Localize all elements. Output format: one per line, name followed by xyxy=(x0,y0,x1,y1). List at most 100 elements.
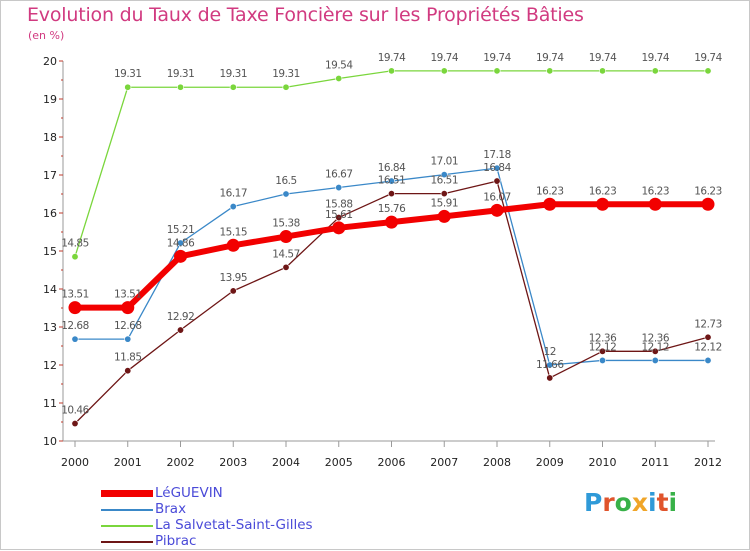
data-point xyxy=(124,367,132,375)
logo-letter: i xyxy=(668,488,678,517)
data-point xyxy=(121,301,135,315)
data-point xyxy=(490,203,504,217)
x-tick-label: 2010 xyxy=(589,456,617,469)
data-point xyxy=(543,197,557,211)
x-tick-label: 2009 xyxy=(536,456,564,469)
series-layer xyxy=(68,67,715,428)
data-point xyxy=(493,164,501,172)
data-label: 19.74 xyxy=(641,52,669,64)
data-label: 15.15 xyxy=(219,226,247,238)
data-label: 12.36 xyxy=(641,332,669,344)
legend-label: LéGUEVIN xyxy=(155,485,223,501)
logo-letter: P xyxy=(584,488,603,517)
data-point xyxy=(651,67,659,75)
data-label: 12.92 xyxy=(167,311,195,323)
data-label: 14.85 xyxy=(61,238,89,250)
data-point xyxy=(704,67,712,75)
data-point xyxy=(596,197,609,211)
data-label: 16.23 xyxy=(589,185,617,197)
legend-label: Brax xyxy=(155,501,187,517)
data-point xyxy=(282,83,290,91)
x-tick-label: 2000 xyxy=(61,456,89,469)
data-label: 19.74 xyxy=(694,52,722,64)
data-point xyxy=(71,253,79,261)
data-point xyxy=(651,356,659,364)
data-label: 16.23 xyxy=(536,185,564,197)
x-tick-label: 2004 xyxy=(272,456,300,469)
data-point xyxy=(546,374,554,382)
data-label: 17.01 xyxy=(430,156,458,168)
data-point xyxy=(598,356,606,364)
data-label: 15.76 xyxy=(378,203,406,215)
logo-letter: t xyxy=(656,488,669,517)
y-tick-label: 10 xyxy=(43,435,57,448)
data-label: 19.74 xyxy=(430,52,458,64)
data-point xyxy=(387,67,395,75)
data-label: 19.31 xyxy=(272,68,300,80)
data-label: 14.57 xyxy=(272,248,300,260)
data-point xyxy=(229,203,237,211)
data-point xyxy=(651,347,659,355)
data-point xyxy=(598,67,606,75)
data-point xyxy=(177,239,185,247)
data-label: 15.88 xyxy=(325,199,353,211)
y-tick-label: 19 xyxy=(43,93,57,106)
data-point xyxy=(174,249,187,263)
proxiti-logo: Proxiti xyxy=(584,488,677,517)
y-tick-label: 16 xyxy=(43,207,57,220)
data-label: 19.31 xyxy=(114,68,142,80)
data-label: 16.17 xyxy=(219,188,247,200)
data-label: 19.74 xyxy=(378,52,406,64)
data-point xyxy=(704,356,712,364)
logo-letter: r xyxy=(602,488,615,517)
data-point xyxy=(493,67,501,75)
data-point xyxy=(282,190,290,198)
data-point xyxy=(385,215,398,229)
x-tick-label: 2002 xyxy=(167,456,195,469)
data-point xyxy=(71,420,79,428)
chart-axes: 10 11 12 13 14 15 16 17 18 19 20 2000 2001 2002 2003 20… xyxy=(43,55,722,469)
data-label: 13.51 xyxy=(114,289,142,301)
x-tick-label: 2012 xyxy=(694,456,722,469)
x-tick-label: 2008 xyxy=(483,456,511,469)
data-point xyxy=(71,335,79,343)
data-label: 19.54 xyxy=(325,59,353,71)
x-tick-label: 2001 xyxy=(114,456,142,469)
legend-swatch xyxy=(101,525,153,527)
data-point xyxy=(437,209,451,223)
x-tick-label: 2006 xyxy=(378,456,406,469)
data-label: 15.91 xyxy=(430,197,458,209)
logo-letter: o xyxy=(614,488,632,517)
data-label: 16.51 xyxy=(430,175,458,187)
data-point xyxy=(177,83,185,91)
y-axis-unit-label: (en %) xyxy=(28,29,65,42)
data-label: 15.38 xyxy=(272,218,300,230)
data-label: 15.61 xyxy=(325,209,353,221)
y-tick-label: 12 xyxy=(43,359,57,372)
data-label: 16.23 xyxy=(641,185,669,197)
data-point xyxy=(648,197,662,211)
data-point xyxy=(546,67,554,75)
data-label: 13.95 xyxy=(219,272,247,284)
data-label: 16.5 xyxy=(275,175,296,187)
data-label: 16.23 xyxy=(694,185,722,197)
data-point xyxy=(68,301,82,315)
data-point xyxy=(704,333,712,341)
data-label: 19.74 xyxy=(536,52,564,64)
data-point xyxy=(229,83,237,91)
data-point xyxy=(332,221,346,235)
y-tick-label: 20 xyxy=(43,55,57,68)
legend-swatch xyxy=(101,541,153,543)
x-tick-label: 2005 xyxy=(325,456,353,469)
data-label: 16.84 xyxy=(378,162,406,174)
data-label: 11.85 xyxy=(114,352,142,364)
data-point xyxy=(226,238,240,252)
data-label: 15.21 xyxy=(167,224,195,236)
data-label: 11.66 xyxy=(536,359,564,371)
data-label: 16.07 xyxy=(483,191,511,203)
data-point xyxy=(124,83,132,91)
data-label: 19.74 xyxy=(589,52,617,64)
data-point xyxy=(335,184,343,192)
